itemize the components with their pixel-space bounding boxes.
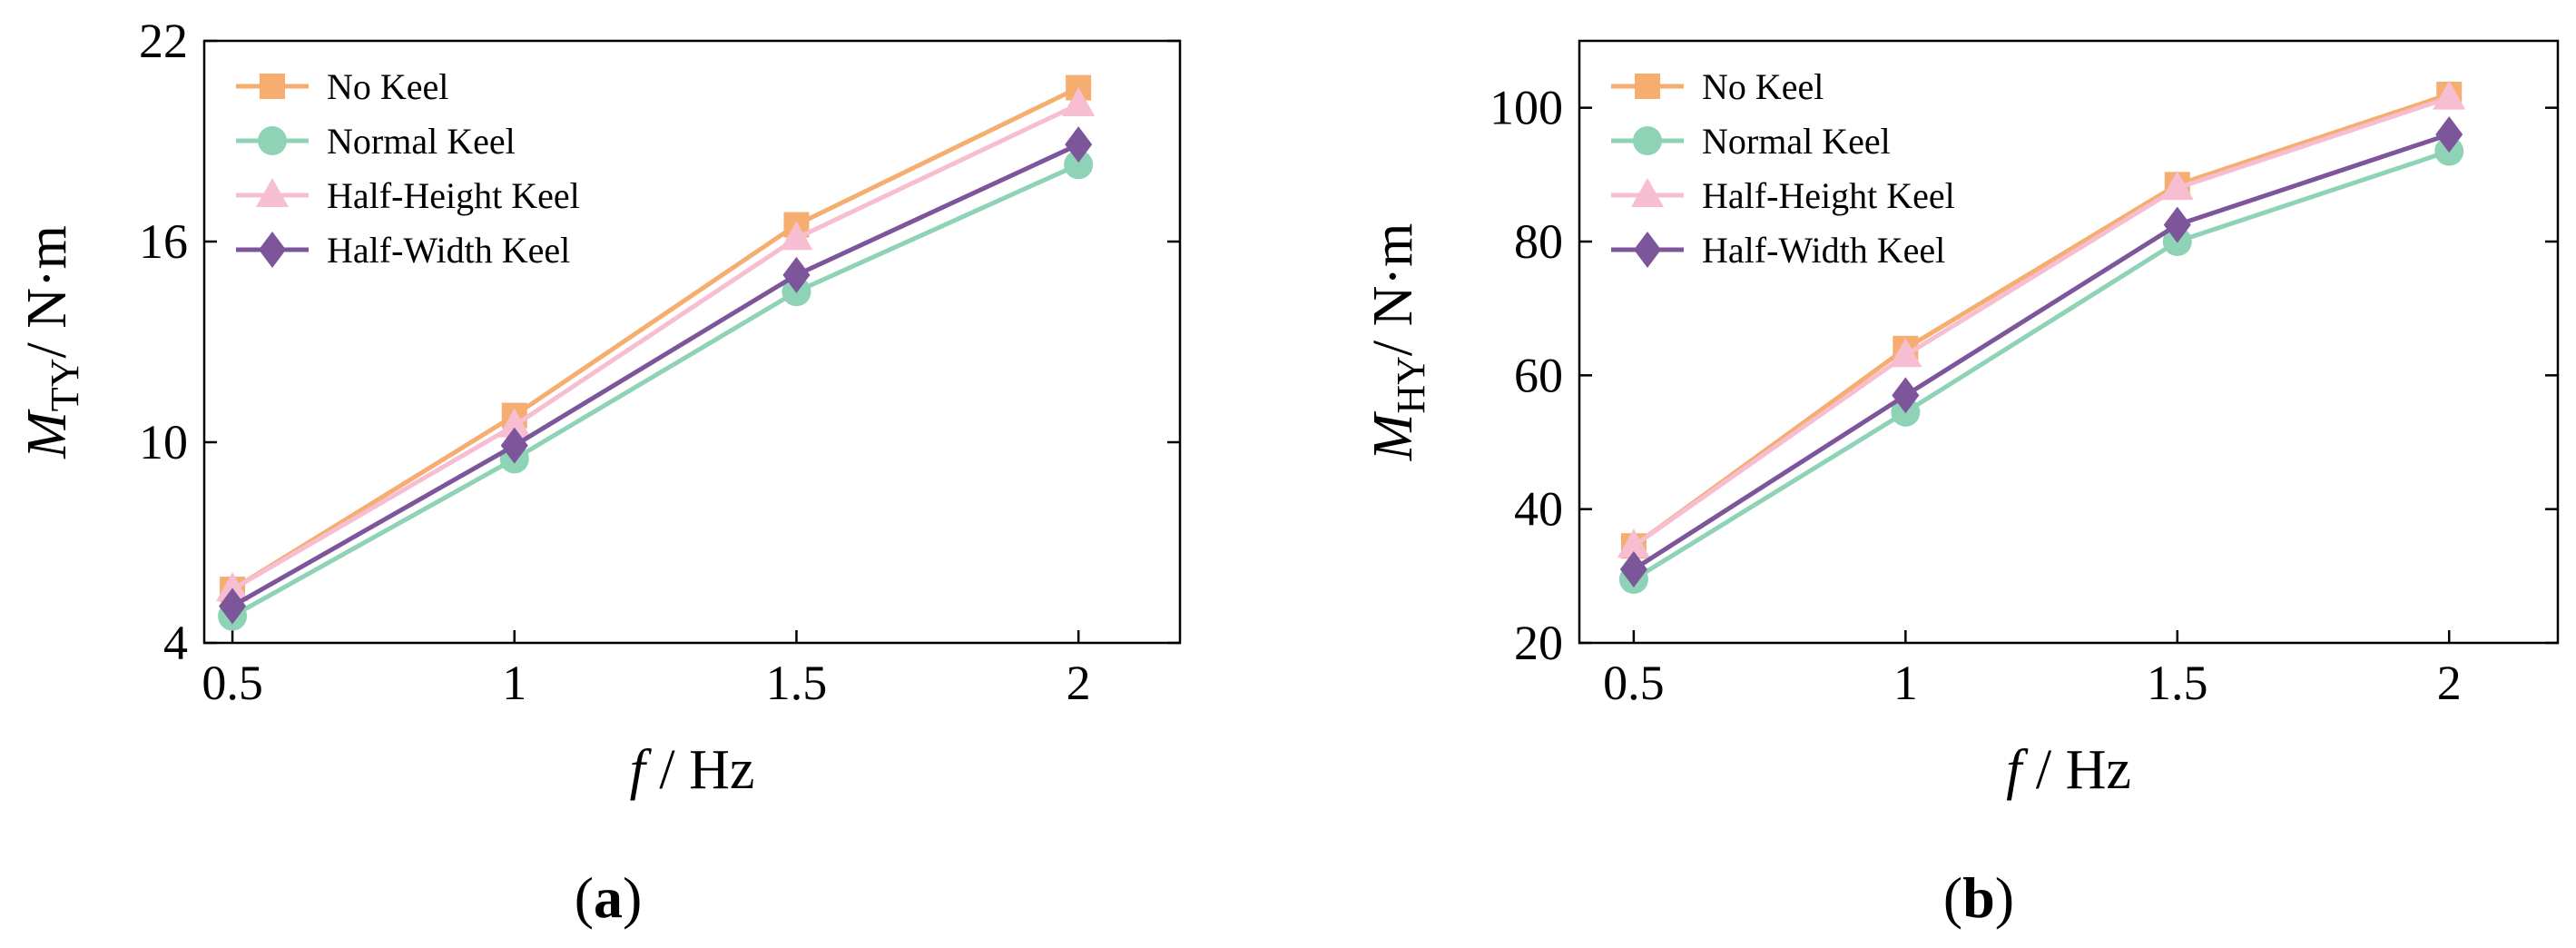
data-point-half-width-keel	[1892, 377, 1920, 414]
legend-label: Half-Height Keel	[1702, 175, 1955, 216]
x-tick-label: 1.5	[766, 656, 828, 710]
data-point-half-height-keel	[216, 572, 250, 602]
series-line-half-width-keel	[231, 142, 1080, 608]
x-tick-label: 1	[1893, 656, 1918, 710]
legend-label: Normal Keel	[327, 121, 516, 162]
legend-marker	[259, 232, 286, 268]
series-line-half-width-keel	[1632, 132, 2451, 572]
legend-marker	[1631, 178, 1664, 207]
data-point-half-width-keel	[1619, 550, 1647, 588]
series-line-no-keel	[231, 85, 1080, 592]
legend-marker	[1635, 74, 1660, 99]
data-point-half-height-keel	[2433, 80, 2466, 110]
x-tick-label: 1	[502, 656, 526, 710]
data-point-half-width-keel	[1065, 126, 1093, 163]
y-tick-label: 22	[139, 14, 188, 68]
data-point-half-width-keel	[782, 256, 811, 293]
legend-label: Normal Keel	[1702, 121, 1891, 162]
legend-marker	[256, 178, 289, 207]
legend-marker	[258, 126, 287, 155]
panel-tag: (a)	[575, 865, 643, 930]
y-tick-label: 4	[163, 616, 188, 670]
series-line-normal-keel	[231, 163, 1080, 618]
y-tick-label: 60	[1514, 348, 1563, 402]
data-point-half-height-keel	[780, 221, 813, 251]
x-axis-label: f / Hz	[630, 739, 755, 801]
x-tick-label: 0.5	[202, 656, 263, 710]
plot-frame	[202, 39, 1182, 645]
legend-label: Half-Width Keel	[1702, 230, 1945, 271]
series-line-normal-keel	[1632, 149, 2451, 582]
series-line-no-keel	[1632, 92, 2451, 548]
y-tick-label: 16	[139, 214, 188, 269]
x-tick-label: 1.5	[2147, 656, 2208, 710]
legend-marker	[260, 74, 285, 99]
y-tick-label: 80	[1514, 214, 1563, 269]
y-tick-label: 10	[139, 415, 188, 469]
plot-frame	[1578, 39, 2560, 645]
y-tick-label: 20	[1514, 616, 1563, 670]
series-line-half-height-keel	[1632, 95, 2451, 548]
y-axis-label: MTY/ N·m	[16, 225, 87, 459]
legend-label: No Keel	[1702, 66, 1824, 107]
x-tick-label: 0.5	[1603, 656, 1665, 710]
data-point-half-height-keel	[1889, 338, 1922, 368]
series-line-half-height-keel	[231, 102, 1080, 592]
data-point-half-height-keel	[2160, 171, 2194, 201]
x-tick-label: 2	[1067, 656, 1091, 710]
data-point-half-width-keel	[2435, 116, 2463, 153]
data-point-normal-keel	[1064, 150, 1094, 180]
legend-marker	[1633, 126, 1662, 155]
y-tick-label: 40	[1514, 482, 1563, 537]
y-tick-label: 100	[1490, 81, 1563, 135]
legend-label: Half-Height Keel	[327, 175, 580, 216]
data-point-half-width-keel	[219, 588, 247, 625]
data-point-half-width-keel	[2163, 206, 2191, 243]
data-point-half-width-keel	[500, 427, 528, 464]
x-axis-label: f / Hz	[2006, 739, 2131, 801]
y-axis-label: MHY/ N·m	[1362, 223, 1433, 462]
panel-tag: (b)	[1943, 865, 2014, 930]
legend-label: No Keel	[327, 66, 448, 107]
x-tick-label: 2	[2437, 656, 2462, 710]
data-point-half-height-keel	[1617, 528, 1650, 558]
legend-label: Half-Width Keel	[327, 230, 570, 271]
legend-marker	[1634, 232, 1661, 268]
data-point-half-height-keel	[1062, 86, 1096, 116]
chart-panel-a: 4 10 16 22 0.5 1 1.5 2 No Keel Normal Keel Half-He…	[16, 14, 1182, 930]
chart-panel-b: 20 40 60 80 100 0.5 1 1.5 2 No Keel Normal Keel Hal…	[1362, 39, 2560, 930]
data-point-half-height-keel	[497, 408, 531, 438]
